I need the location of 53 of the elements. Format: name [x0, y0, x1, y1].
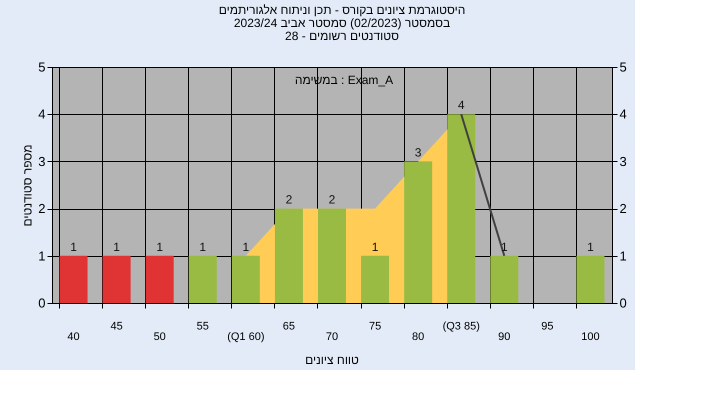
x-tick-label: 95	[541, 320, 554, 332]
y2-tick-label: 1	[620, 248, 627, 264]
bar	[318, 208, 346, 303]
text: בסמסטר (02/2023) סמסטר אביב 2023/24	[234, 16, 450, 30]
y-tick-label: 2	[38, 201, 46, 216]
x-tick-label: 55	[196, 320, 209, 332]
data-label: 1	[156, 240, 164, 254]
y-axis-title: מספר סטודנטים	[20, 144, 34, 227]
y-tick-label: 4	[38, 106, 46, 122]
y-tick-label: 1	[38, 248, 46, 264]
x-tick-label: 100	[581, 330, 600, 343]
x-tick-label: 50	[154, 330, 166, 343]
data-label: 1	[199, 240, 206, 254]
y2-tick-label: 3	[620, 154, 627, 169]
data-label: 1	[70, 240, 78, 254]
x-tick-label: 65	[282, 320, 296, 332]
bar	[274, 208, 303, 303]
y2-tick-label: 0	[620, 296, 627, 310]
y-tick-label: 3	[38, 154, 46, 169]
bar	[102, 256, 131, 303]
y-tick-label: 0	[38, 296, 46, 310]
bar	[490, 256, 518, 303]
data-label: 1	[372, 240, 379, 254]
x-tick-label: (Q1 60)	[227, 330, 264, 343]
x-tick-label: 80	[412, 330, 424, 343]
data-label: 2	[328, 192, 336, 207]
x-axis-title: טווח ציונים	[305, 353, 360, 367]
bar	[232, 256, 260, 303]
data-label: 1	[587, 240, 594, 254]
x-tick-label: 90	[498, 330, 510, 343]
data-label: 1	[113, 240, 120, 254]
text: סטודנטים רשומים - 28	[285, 29, 399, 43]
y2-tick-label: 5	[620, 60, 627, 74]
bar	[447, 114, 476, 303]
bar	[361, 256, 390, 303]
chart-title: היסטוגרמת ציונים בקורס - תכן וניתוח אלגוריתמים	[218, 3, 466, 17]
x-tick-label: 45	[110, 320, 123, 332]
bar	[146, 256, 174, 303]
bar	[188, 256, 217, 303]
data-label: 3	[414, 145, 422, 160]
x-tick-label: (Q3 85)	[442, 320, 480, 332]
y2-tick-label: 4	[620, 106, 627, 122]
bar	[60, 256, 88, 303]
x-tick-label: 70	[326, 330, 338, 343]
data-label: 4	[458, 98, 465, 112]
data-label: 1	[242, 240, 250, 254]
x-tick-label: 75	[368, 320, 382, 332]
y2-tick-label: 2	[620, 201, 627, 216]
y-tick-label: 5	[38, 60, 46, 74]
data-label: 2	[286, 192, 293, 207]
bar	[404, 161, 432, 303]
x-tick-label: 40	[67, 330, 80, 343]
bar	[576, 256, 604, 303]
